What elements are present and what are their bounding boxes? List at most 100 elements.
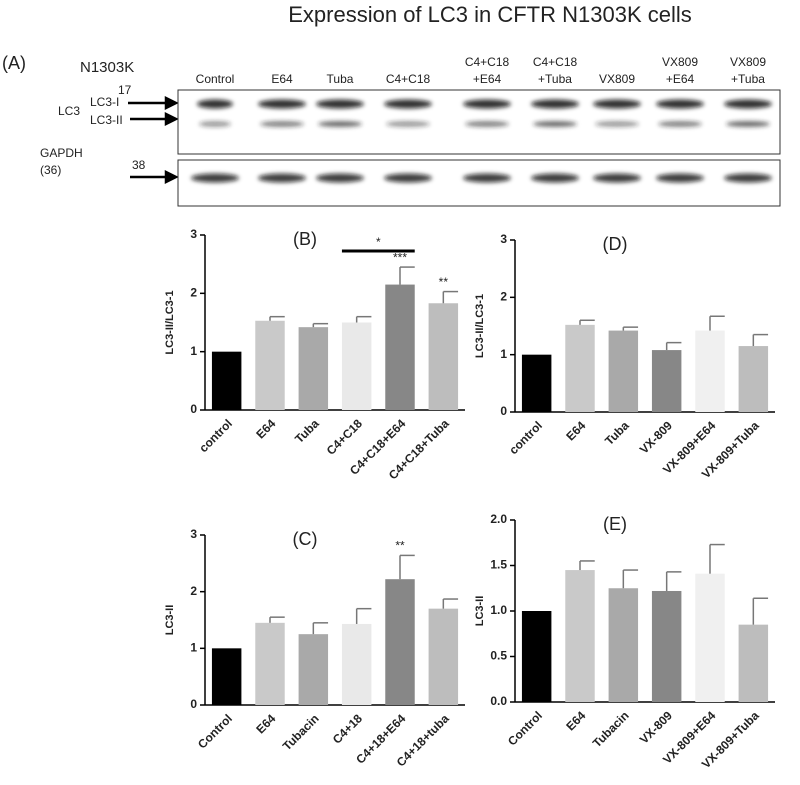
band	[533, 121, 577, 127]
bar	[341, 623, 372, 705]
band	[593, 173, 641, 183]
y-tick-label: 1.5	[490, 558, 507, 572]
bar	[428, 303, 459, 410]
x-tick-label: Tubacin	[590, 708, 632, 750]
y-axis-label: LC3-II/LC3-1	[474, 294, 486, 358]
band	[316, 99, 364, 109]
bar	[521, 611, 552, 702]
band	[191, 173, 239, 183]
lane-label: +E64	[473, 72, 502, 86]
lane-label: VX809	[730, 55, 766, 69]
y-tick-label: 2	[190, 286, 197, 300]
x-tick-label: C4+C18	[324, 416, 365, 457]
blot-frame	[177, 159, 781, 207]
bar	[211, 351, 242, 410]
y-tick-label: 2	[190, 584, 197, 598]
lane-label: C4+C18	[465, 55, 510, 69]
x-tick-label: C4+18	[330, 711, 365, 746]
y-tick-label: 1	[500, 347, 507, 361]
y-tick-label: 3	[500, 232, 507, 246]
band	[258, 99, 306, 109]
panel-label: (A)	[2, 53, 26, 73]
panel-label: (B)	[293, 229, 317, 249]
x-tick-label: Tuba	[602, 418, 632, 448]
bands	[191, 99, 772, 183]
bar	[211, 648, 242, 705]
x-tick-label: E64	[253, 416, 278, 441]
bar	[651, 590, 682, 702]
bar	[521, 354, 552, 412]
bracket-label: *	[376, 235, 381, 249]
band	[386, 121, 430, 127]
lane-label: C4+C18	[386, 72, 431, 86]
y-tick-label: 0.0	[490, 694, 507, 708]
lane-label: Control	[196, 72, 235, 86]
bar	[298, 327, 329, 410]
band	[197, 99, 233, 109]
band	[656, 99, 704, 109]
y-axis-label: LC3-II/LC3-1	[164, 290, 176, 354]
lane-label: C4+C18	[533, 55, 578, 69]
lane-label: +E64	[666, 72, 695, 86]
band	[726, 121, 770, 127]
band	[384, 173, 432, 183]
lane-label: Tuba	[327, 72, 354, 86]
y-axis-label: LC3-II	[164, 605, 176, 636]
x-tick-label: Tubacin	[280, 711, 322, 753]
y-tick-label: 0	[500, 404, 507, 418]
bar	[651, 350, 682, 412]
bar	[341, 322, 372, 410]
y-axis-label: LC3-II	[474, 596, 486, 627]
western-blot: (A) N1303K LC3 LC3-I LC3-II 17 GAPDH (36…	[2, 53, 781, 207]
band	[593, 99, 641, 109]
significance: **	[395, 539, 405, 553]
x-tick-label: Tuba	[292, 416, 322, 446]
y-tick-label: 2.0	[490, 512, 507, 526]
band	[260, 121, 304, 127]
bar	[738, 346, 769, 412]
significance: **	[439, 275, 449, 289]
band-label: LC3-II	[90, 113, 123, 127]
protein-label: (36)	[40, 163, 61, 177]
bar	[565, 570, 595, 702]
y-tick-label: 0.5	[490, 649, 507, 663]
x-tick-label: control	[506, 418, 545, 457]
x-tick-label: E64	[253, 711, 278, 736]
bar	[385, 579, 415, 705]
band	[465, 121, 509, 127]
bar	[298, 634, 329, 705]
panel-label: (E)	[603, 514, 627, 534]
y-tick-label: 1	[190, 344, 197, 358]
x-tick-label: Control	[505, 708, 545, 748]
bar	[738, 624, 769, 702]
x-tick-label: Control	[195, 711, 235, 751]
bar	[385, 284, 415, 410]
lane-label: +Tuba	[538, 72, 572, 86]
bar	[695, 330, 725, 412]
size-label: 17	[118, 83, 132, 97]
lane-label: VX809	[662, 55, 698, 69]
x-tick-label: E64	[563, 418, 588, 443]
protein-label: GAPDH	[40, 146, 83, 160]
y-tick-label: 0	[190, 697, 197, 711]
band	[724, 99, 772, 109]
y-tick-label: 1.0	[490, 603, 507, 617]
bar	[565, 324, 595, 412]
cell-line: N1303K	[80, 59, 134, 76]
y-tick-label: 0	[190, 402, 197, 416]
band	[384, 99, 432, 109]
band	[724, 173, 772, 183]
band	[463, 173, 511, 183]
significance: ***	[393, 250, 407, 264]
bar	[255, 320, 285, 410]
band	[595, 121, 639, 127]
band	[258, 173, 306, 183]
x-tick-label: control	[196, 416, 235, 455]
arrows	[128, 95, 179, 185]
y-tick-label: 1	[190, 641, 197, 655]
lane-label: E64	[271, 72, 293, 86]
bar	[695, 573, 725, 702]
band-label: LC3-I	[90, 95, 119, 109]
lane-label: VX809	[599, 72, 635, 86]
